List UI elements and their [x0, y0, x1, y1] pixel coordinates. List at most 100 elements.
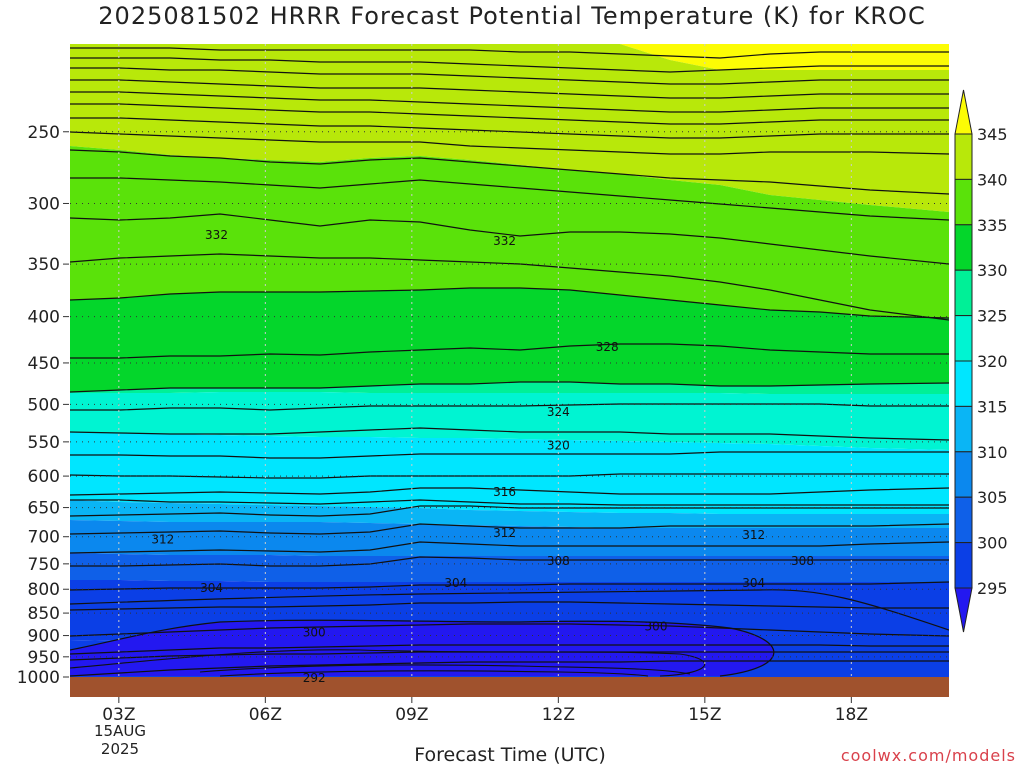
- contour-label: 300: [303, 625, 326, 639]
- x-tick-label: 03Z: [102, 705, 135, 725]
- y-tick-label: 550: [28, 433, 60, 453]
- contour-label: 312: [493, 526, 516, 540]
- contour-line-6: [70, 117, 949, 139]
- y-tick-label: 300: [28, 194, 60, 214]
- contour-line-8: [70, 149, 949, 195]
- contour-line-3: [70, 79, 949, 99]
- colorbar-segment: [954, 178, 973, 226]
- y-tick-label: 650: [28, 499, 60, 519]
- contour-292: [219, 670, 649, 677]
- fill-band-4: [70, 382, 949, 394]
- contour-300: [70, 619, 775, 677]
- colorbar-tick-label: 320: [977, 352, 1008, 371]
- chart-title: 2025081502 HRRR Forecast Potential Tempe…: [98, 2, 926, 30]
- ground-surface: [70, 677, 949, 697]
- contour-line-27: [70, 623, 949, 637]
- colorbar-tick-label: 315: [977, 397, 1008, 416]
- cold-pool-fill: [70, 620, 774, 676]
- time-axis: 03Z 06Z 09Z 12Z 15Z 18Z: [102, 697, 868, 725]
- contour-line-22: [70, 523, 949, 535]
- colorbar-tick-label: 300: [977, 534, 1008, 553]
- y-tick-label: 700: [28, 528, 60, 548]
- date-label: 15AUG 2025: [80, 722, 160, 758]
- fill-band-1: [70, 44, 949, 212]
- contour-label: 312: [151, 533, 174, 547]
- colorbar-tick-label: 345: [977, 125, 1008, 144]
- x-tick-label: 18Z: [835, 705, 868, 725]
- colorbar-segment: [954, 360, 973, 407]
- x-tick-label: 09Z: [395, 705, 428, 725]
- fill-band-9: [70, 553, 949, 582]
- colorbar-segment: [954, 451, 973, 498]
- contour-label: 332: [205, 228, 228, 242]
- y-tick-label: 950: [28, 648, 60, 668]
- colorbar-segment: [954, 133, 973, 180]
- contour-line-19: [70, 499, 949, 506]
- y-tick-label: 500: [28, 395, 60, 415]
- colorbar-segment: [954, 224, 973, 271]
- contour-line-26: [70, 601, 949, 611]
- contour-line-14: [70, 381, 949, 393]
- contour-label: 332: [493, 234, 516, 248]
- contour-label: 312: [742, 528, 765, 542]
- contour-line-20: [70, 487, 949, 496]
- contour-302: [70, 589, 949, 631]
- credit-link[interactable]: coolwx.com/models: [840, 746, 1016, 765]
- contour-line-30: [70, 660, 949, 677]
- contour-label: 304: [444, 576, 467, 590]
- contour-line-7: [70, 131, 949, 155]
- contour-line-0: [70, 47, 949, 59]
- contour-line-16: [70, 427, 949, 441]
- contour-label: 304: [742, 576, 765, 590]
- contour-line-1: [70, 57, 949, 73]
- fill-band-0: [70, 44, 949, 70]
- colorbar-tick-label: 295: [977, 579, 1008, 598]
- colorbar-tick-label: 335: [977, 216, 1008, 235]
- contour-line-11: [70, 253, 949, 321]
- contour-line-12: [70, 287, 949, 319]
- x-tick-label: 12Z: [542, 705, 575, 725]
- contour-line-4: [70, 91, 949, 113]
- grid-lines: [70, 44, 949, 677]
- fill-band-8: [70, 520, 949, 556]
- colorbar-tick-label: 325: [977, 307, 1008, 326]
- contour-line-28: [70, 644, 949, 655]
- y-tick-label: 600: [28, 467, 60, 487]
- colorbar-tick-label: 310: [977, 443, 1008, 462]
- date-day: 15AUG: [94, 722, 146, 740]
- y-tick-label: 1000: [17, 668, 60, 688]
- y-tick-label: 750: [28, 555, 60, 575]
- colorbar-tick-label: 305: [977, 488, 1008, 507]
- contour-line-13: [70, 343, 949, 359]
- contour-label: 328: [596, 340, 619, 354]
- contour-label: 292: [303, 671, 326, 685]
- contour-296: [70, 649, 706, 677]
- colorbar-segment: [954, 405, 973, 453]
- colorbar: 295 300 305 310 315 320 325 330 335 340 345: [954, 89, 1008, 633]
- x-tick-label: 15Z: [688, 705, 721, 725]
- y-tick-label: 850: [28, 604, 60, 624]
- y-tick-label: 450: [28, 354, 60, 374]
- contour-line-18: [70, 473, 949, 479]
- colorbar-segment: [954, 315, 973, 362]
- contour-label: 308: [547, 554, 570, 568]
- fill-band-2: [70, 146, 949, 318]
- contour-label: 308: [791, 554, 814, 568]
- contour-line-17: [70, 451, 949, 459]
- fill-band-5: [70, 392, 949, 450]
- contour-label: 300: [645, 620, 668, 634]
- contour-label: 304: [200, 581, 223, 595]
- colorbar-top-arrow: [954, 89, 973, 135]
- colorbar-segment: [954, 496, 973, 544]
- y-tick-label: 250: [28, 123, 60, 143]
- colorbar-bottom-arrow: [954, 587, 973, 633]
- contour-labels: 332 332 328 324 320 316 312 312 312 308 308 304 304 3…: [151, 228, 814, 685]
- contour-label: 320: [547, 438, 570, 452]
- colorbar-segment: [954, 542, 973, 589]
- contour-line-9: [70, 177, 949, 221]
- y-tick-label: 900: [28, 627, 60, 647]
- contour-line-5: [70, 103, 949, 125]
- contour-line-25: [70, 581, 949, 591]
- contour-line-2: [70, 67, 949, 85]
